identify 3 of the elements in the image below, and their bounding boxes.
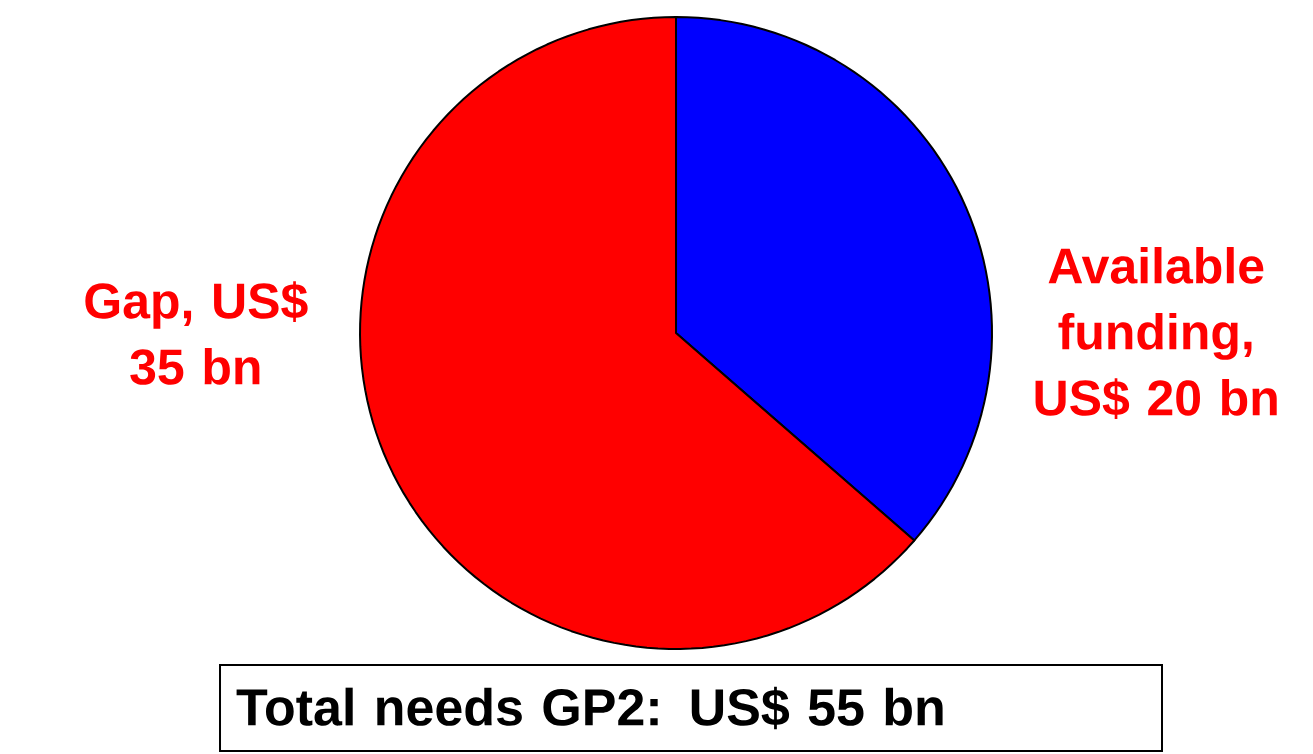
slice-label: Gap, US$ 35 bn: [85, 281, 308, 385]
text: Total needs GP2: US$ 55 bn: [236, 686, 943, 730]
slice-label: Available funding, US$ 20 bn: [1035, 247, 1277, 419]
